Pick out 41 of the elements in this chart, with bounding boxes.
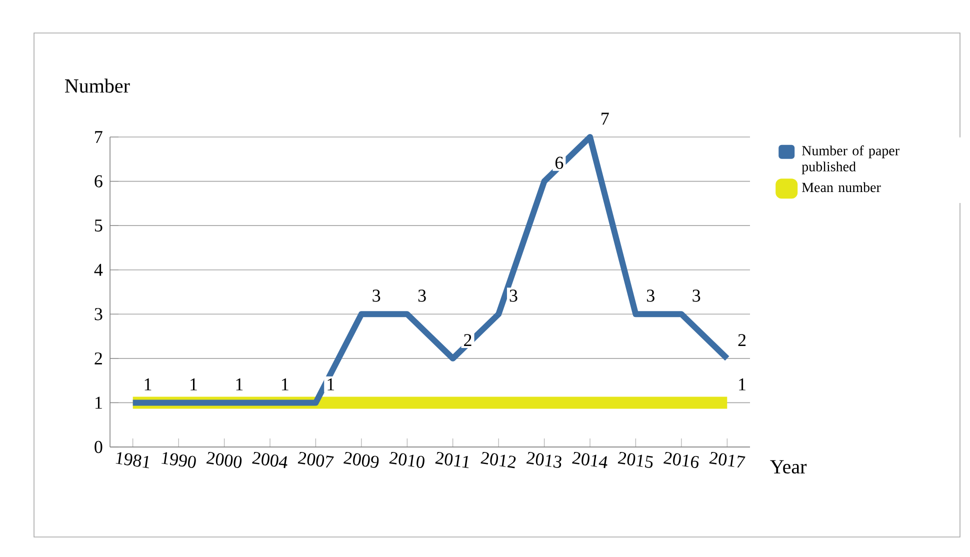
data-label: 1	[739, 378, 746, 390]
x-tick-label: 2012	[480, 452, 516, 468]
x-tick-label: 2013	[526, 452, 562, 468]
x-tick-label: 2007	[298, 452, 334, 468]
data-label: 6	[555, 156, 564, 169]
data-label: 1	[190, 378, 197, 390]
x-tick-label: 2014	[572, 452, 608, 468]
x-tick-label: 2004	[252, 452, 288, 468]
y-tick-label: 0	[94, 440, 102, 454]
data-label: 1	[328, 378, 334, 390]
data-label: 1	[282, 378, 288, 390]
data-label: 2	[738, 334, 746, 346]
data-label: 3	[646, 290, 654, 302]
data-label: 2	[464, 334, 472, 346]
y-tick-label: 3	[94, 308, 102, 320]
data-label: 1	[144, 378, 152, 390]
x-axis-title: Year	[770, 460, 807, 474]
x-tick-label: 2017	[709, 452, 746, 468]
x-tick-label: 2010	[389, 452, 424, 468]
x-tick-label: 2009	[344, 452, 379, 468]
data-label: 3	[692, 290, 700, 302]
y-axis-title: Number	[65, 78, 130, 93]
data-label: 3	[372, 290, 380, 302]
legend-label: Number of paper published	[802, 145, 900, 174]
x-tick-label: 1990	[162, 452, 196, 468]
x-tick-label: 2000	[206, 452, 242, 468]
data-label: 3	[510, 290, 518, 302]
data-label: 7	[602, 112, 609, 125]
legend-label: Mean number	[802, 182, 881, 192]
x-tick-label: 2016	[664, 452, 699, 468]
y-tick-label: 2	[94, 352, 102, 364]
x-tick-label: 2015	[618, 452, 653, 468]
data-label: 3	[418, 290, 426, 302]
y-tick-label: 7	[95, 131, 102, 143]
x-tick-label: 1981	[116, 452, 149, 468]
y-tick-label: 6	[94, 175, 102, 188]
data-label: 1	[236, 378, 243, 390]
y-tick-label: 5	[94, 220, 102, 232]
x-tick-label: 2011	[435, 452, 469, 468]
y-tick-label: 4	[94, 264, 103, 276]
y-tick-label: 1	[96, 396, 102, 409]
